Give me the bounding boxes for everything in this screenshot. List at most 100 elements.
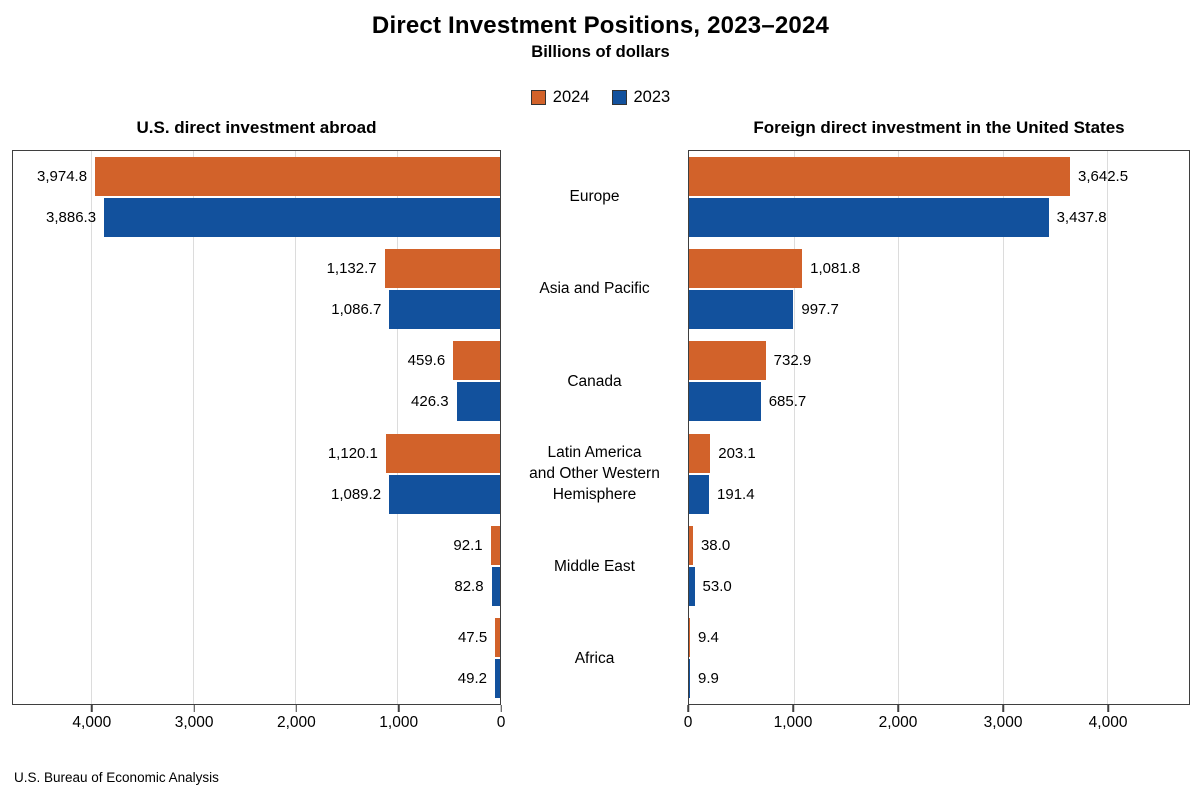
bar-row-2023-africa: 9.9 (689, 658, 1189, 698)
bar-2024-latin-america-and-other-western-hemisphere (689, 433, 711, 473)
bar-2023-asia-and-pacific (689, 290, 794, 330)
chart-title: Direct Investment Positions, 2023–2024 (371, 12, 830, 39)
bar-group-africa: 9.4 9.9 (689, 612, 1189, 704)
bar-row-2023-middle-east: 53.0 (689, 566, 1189, 606)
bar-group-latin-america-and-other-western-hemisphere: 203.1 191.4 (689, 428, 1189, 520)
bar-2023-latin-america-and-other-western-hemisphere (389, 474, 500, 514)
legend-swatch-2024-icon (530, 90, 546, 105)
axis-tick-label-1000: 1,000 (379, 714, 419, 731)
bar-group-latin-america-and-other-western-hemisphere: 1,120.1 1,089.2 (13, 428, 500, 520)
value-label-2023-europe: 3,886.3 (46, 209, 97, 227)
right-panel-plot: 3,642.5 3,437.8 1,081.8 997.7 732.9 685.7 203.… (688, 150, 1190, 705)
value-label-2023-asia-and-pacific: 1,086.7 (331, 301, 382, 319)
category-label-line: and Other Western (529, 465, 660, 483)
value-label-2024-africa: 9.4 (698, 628, 719, 646)
bar-row-2023-latin-america-and-other-western-hemisphere: 191.4 (689, 474, 1189, 514)
bar-2024-middle-east (689, 525, 693, 565)
bar-groups: 3,642.5 3,437.8 1,081.8 997.7 732.9 685.7 203.… (689, 151, 1189, 704)
gridline-2000 (898, 151, 900, 704)
bar-row-2024-middle-east: 92.1 (13, 525, 500, 565)
category-label-canada: Canada (501, 335, 688, 428)
bar-group-europe: 3,974.8 3,886.3 (13, 151, 500, 243)
category-label-africa: Africa (501, 613, 688, 706)
bar-row-2024-africa: 9.4 (689, 617, 1189, 657)
bar-row-2023-europe: 3,437.8 (689, 198, 1189, 238)
axis-tick-0 (500, 705, 502, 712)
gridline-2000 (295, 151, 297, 704)
axis-tick-2000 (897, 705, 899, 712)
source-attribution: U.S. Bureau of Economic Analysis (14, 770, 219, 785)
gridline-1000 (397, 151, 399, 704)
axis-tick-label-3000: 3,000 (174, 714, 214, 731)
bar-group-africa: 47.5 49.2 (13, 612, 500, 704)
axis-tick-3000 (193, 705, 195, 712)
bar-2024-europe (95, 157, 500, 197)
axis-tick-3000 (1002, 705, 1004, 712)
bar-2024-middle-east (490, 525, 500, 565)
bar-row-2024-africa: 47.5 (13, 617, 500, 657)
axis-tick-1000 (397, 705, 400, 712)
axis-tick-label-1000: 1,000 (773, 714, 813, 731)
category-label-line: Canada (567, 372, 622, 390)
category-label-europe: Europe (501, 150, 688, 243)
legend: 2024 2023 (0, 88, 1201, 107)
value-label-2024-asia-and-pacific: 1,132.7 (326, 260, 377, 278)
left-panel-plot: 3,974.8 3,886.3 1,132.7 1,086.7 459.6 426.3 1,… (12, 150, 501, 705)
bar-2023-asia-and-pacific (389, 290, 500, 330)
bar-2024-asia-and-pacific (689, 249, 803, 289)
category-labels: Europe Asia and Pacific Canada Latin Americ… (501, 150, 688, 705)
value-label-2023-asia-and-pacific: 997.7 (801, 301, 839, 319)
gridline-3000 (1002, 151, 1004, 704)
value-label-2024-europe: 3,642.5 (1078, 168, 1129, 186)
bar-row-2023-africa: 49.2 (13, 658, 500, 698)
bar-row-2024-latin-america-and-other-western-hemisphere: 203.1 (689, 433, 1189, 473)
chart-subtitle: Billions of dollars (531, 43, 670, 61)
value-label-2024-canada: 732.9 (773, 352, 812, 370)
right-panel-title: Foreign direct investment in the United … (753, 118, 1125, 137)
category-label-column: Europe Asia and Pacific Canada Latin Americ… (501, 106, 688, 739)
axis-tick-label-0: 0 (496, 714, 506, 731)
bar-row-2024-middle-east: 38.0 (689, 525, 1189, 565)
axis-tick-label-0: 0 (683, 714, 693, 731)
bar-row-2023-asia-and-pacific: 1,086.7 (13, 290, 500, 330)
value-label-2024-canada: 459.6 (407, 352, 446, 370)
value-label-2023-canada: 685.7 (768, 393, 807, 411)
gridline-4000 (91, 151, 93, 704)
bar-2023-middle-east (491, 566, 500, 606)
bar-row-2023-middle-east: 82.8 (13, 566, 500, 606)
bar-2023-canada (456, 382, 500, 422)
legend-label-2024: 2024 (552, 88, 590, 106)
value-label-2024-middle-east: 38.0 (700, 536, 731, 554)
bar-row-2023-asia-and-pacific: 997.7 (689, 290, 1189, 330)
bar-2024-africa (689, 617, 690, 657)
category-label-latin-america-and-other-western-hemisphere: Latin America and Other Western Hemisphere (501, 428, 688, 521)
bar-groups: 3,974.8 3,886.3 1,132.7 1,086.7 459.6 426.3 1,… (13, 151, 500, 704)
category-label-line: Middle East (554, 557, 635, 575)
value-label-2023-europe: 3,437.8 (1056, 209, 1107, 227)
value-label-2023-latin-america-and-other-western-hemisphere: 1,089.2 (330, 485, 382, 503)
axis-tick-4000 (1107, 705, 1109, 712)
category-label-line: Latin America (547, 444, 642, 462)
axis-tick-label-2000: 2,000 (878, 714, 918, 731)
bar-2024-canada (689, 341, 766, 381)
legend-label-2023: 2023 (633, 88, 671, 106)
gridline-4000 (1107, 151, 1109, 704)
bar-row-2024-latin-america-and-other-western-hemisphere: 1,120.1 (13, 433, 500, 473)
axis-tick-1000 (792, 705, 794, 712)
bar-2023-canada (689, 382, 761, 422)
value-label-2024-asia-and-pacific: 1,081.8 (810, 260, 861, 278)
axis-tick-label-4000: 4,000 (1088, 714, 1128, 731)
panel-foreign-direct-investment-in-us: Foreign direct investment in the United … (684, 106, 1190, 739)
value-label-2024-latin-america-and-other-western-hemisphere: 1,120.1 (327, 444, 378, 462)
axis-tick-2000 (295, 705, 298, 712)
bar-2024-latin-america-and-other-western-hemisphere (385, 433, 500, 473)
bar-2023-africa (495, 658, 500, 698)
bar-2024-asia-and-pacific (384, 249, 500, 289)
legend-item-2023: 2023 (611, 88, 671, 107)
value-label-2023-latin-america-and-other-western-hemisphere: 191.4 (717, 485, 755, 503)
chart-area: U.S. direct investment abroad 3,974.8 3,8… (12, 106, 1190, 739)
value-label-2024-middle-east: 92.1 (453, 536, 483, 554)
bar-row-2024-europe: 3,642.5 (689, 157, 1189, 197)
bar-group-asia-and-pacific: 1,132.7 1,086.7 (13, 243, 500, 335)
